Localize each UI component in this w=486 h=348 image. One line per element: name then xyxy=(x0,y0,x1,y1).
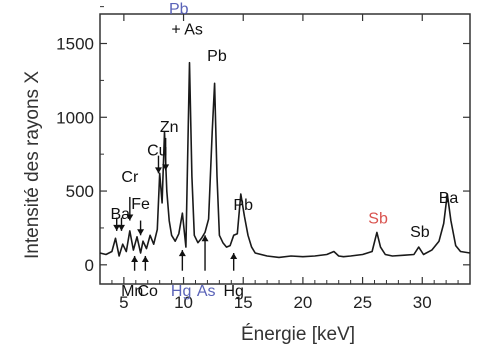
peak-arrow-head xyxy=(141,255,149,262)
y-tick-label: 1500 xyxy=(56,35,94,54)
peak-label: Mn xyxy=(121,283,143,300)
y-tick-label: 0 xyxy=(85,256,94,275)
peak-label: As xyxy=(197,283,216,300)
peak-label: Co xyxy=(138,283,159,300)
peak-label: Zn xyxy=(160,119,179,136)
plot-frame xyxy=(99,13,471,285)
peak-label: Pb xyxy=(233,197,253,214)
peak-label: Sb xyxy=(368,211,388,228)
y-tick-label: 500 xyxy=(66,182,94,201)
spectrum-line xyxy=(99,61,471,259)
x-tick-label: 20 xyxy=(293,293,312,312)
x-tick-label: 5 xyxy=(119,293,128,312)
y-tick-label: 1000 xyxy=(56,108,94,127)
peak-arrow-head xyxy=(230,253,238,260)
x-tick-label: 25 xyxy=(353,293,372,312)
peak-label: Cu xyxy=(147,143,167,160)
peak-label: Cr xyxy=(121,169,139,186)
peak-label: + As xyxy=(171,22,203,39)
peak-label: Hg xyxy=(223,283,243,300)
tick-marks: 5 10 15 20 25 30 0 500 1000 1500 xyxy=(56,6,470,312)
peak-arrow-head xyxy=(154,167,162,174)
y-axis-title: Intensité des rayons X xyxy=(22,71,43,259)
series-layer xyxy=(99,61,471,259)
peak-label: Fe xyxy=(131,196,150,213)
peak-label: Sb xyxy=(410,224,430,241)
x-tick-label: 30 xyxy=(413,293,432,312)
peak-arrow-head xyxy=(117,224,125,231)
peak-arrow-head xyxy=(113,224,121,231)
peak-label: Hg xyxy=(171,283,191,300)
peak-arrow-head xyxy=(162,164,170,171)
peak-arrow-head xyxy=(131,255,139,262)
peak-arrow-head xyxy=(137,229,145,236)
peak-arrow-head xyxy=(178,250,186,257)
x-tick-label: 10 xyxy=(174,293,193,312)
axes xyxy=(99,13,471,285)
x-axis-title: Énergie [keV] xyxy=(241,324,355,345)
x-tick-label: 15 xyxy=(234,293,253,312)
peak-arrow-head xyxy=(126,214,134,221)
peak-label: Ba xyxy=(439,190,459,207)
arrow-layer xyxy=(113,137,238,271)
peak-label: Pb xyxy=(169,1,189,18)
peak-label: Pb xyxy=(207,48,227,65)
peak-label: Ba xyxy=(111,206,131,223)
peak-arrow-head xyxy=(201,235,209,242)
